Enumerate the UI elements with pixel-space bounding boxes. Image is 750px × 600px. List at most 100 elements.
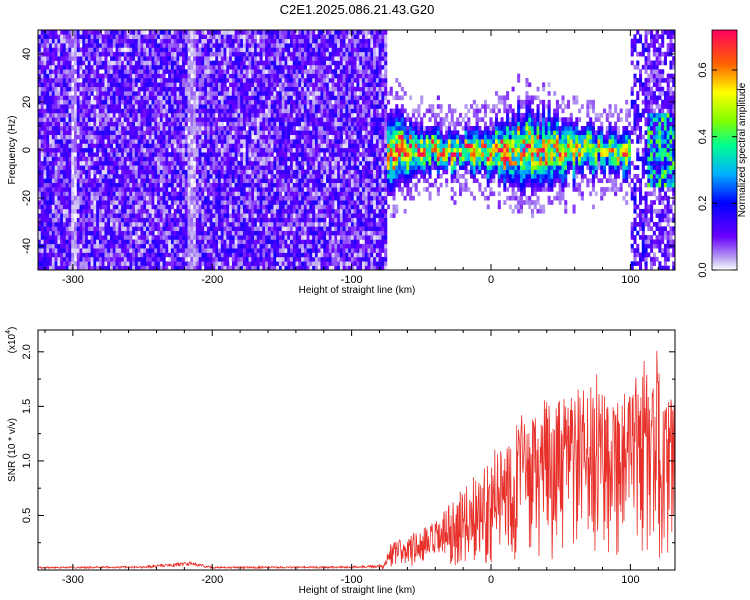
- spectrogram-cell: [182, 91, 186, 96]
- spectrogram-cell: [256, 243, 260, 249]
- spectrogram-cell: [278, 99, 283, 105]
- spectrogram-cell: [281, 126, 285, 131]
- spectrogram-cell: [176, 208, 180, 214]
- spectrogram-cell: [190, 160, 194, 166]
- spectrogram-cell: [46, 230, 50, 236]
- spectrogram-cell: [170, 117, 175, 122]
- spectrogram-cell: [267, 235, 271, 240]
- spectrogram-cell: [245, 108, 249, 114]
- spectrogram-cell: [46, 265, 50, 270]
- spectrogram-cell: [146, 265, 150, 270]
- spectrogram-cell: [134, 117, 138, 122]
- spectrogram-cell: [85, 191, 89, 197]
- spectrogram-cell: [162, 182, 166, 188]
- spectrogram-cell: [68, 226, 72, 232]
- spectrogram-cell: [251, 243, 255, 249]
- spectrogram-cell: [234, 143, 238, 149]
- spectrogram-cell: [273, 200, 277, 205]
- spectrogram-cell: [96, 82, 100, 88]
- spectrogram-cell: [204, 156, 208, 162]
- spectrogram-cell: [170, 200, 175, 205]
- spectrogram-cell: [284, 239, 288, 245]
- spectrogram-cell: [190, 108, 194, 114]
- spectrogram-cell: [129, 121, 133, 127]
- spectrogram-cell: [74, 60, 78, 66]
- spectrogram-cell: [204, 265, 208, 270]
- spectrogram-cell: [276, 256, 280, 262]
- spectrogram-cell: [101, 91, 105, 96]
- spectrogram-cell: [115, 248, 119, 253]
- spectrogram-cell: [262, 30, 266, 35]
- spectrogram-cell: [146, 47, 150, 53]
- spectrogram-cell: [76, 235, 80, 240]
- spectrogram-cell: [101, 64, 105, 70]
- spectrogram-cell: [259, 117, 263, 122]
- spectrogram-cell: [49, 182, 53, 188]
- spectrogram-cell: [148, 51, 152, 57]
- spectrogram-cell: [40, 47, 44, 53]
- spectrogram-cell: [71, 200, 75, 205]
- spectrogram-cell: [262, 47, 266, 53]
- spectrogram-cell: [43, 226, 47, 232]
- spectrogram-cell: [96, 226, 100, 232]
- spectrogram-cell: [265, 226, 269, 232]
- spectrogram-cell: [123, 126, 127, 131]
- spectrogram-cell: [98, 226, 102, 232]
- spectrogram-cell: [218, 147, 222, 153]
- spectrogram-cell: [231, 117, 235, 122]
- spectrogram-cell: [170, 252, 175, 258]
- spectrogram-cell: [273, 117, 277, 122]
- spectrogram-cell: [278, 147, 283, 153]
- spectrogram-cell: [184, 169, 188, 175]
- spectrogram-cell: [140, 230, 144, 236]
- spectrogram-cell: [98, 147, 102, 153]
- spectrogram-cell: [74, 108, 78, 114]
- spectrogram-cell: [184, 147, 188, 153]
- spectrogram-cell: [159, 195, 163, 201]
- spectrogram-cell: [209, 252, 213, 258]
- spectrogram-cell: [79, 248, 83, 253]
- spectrogram-cell: [193, 130, 197, 136]
- spectrogram-cell: [157, 195, 161, 201]
- spectrogram-cell: [76, 217, 80, 223]
- spectrogram-cell: [168, 187, 172, 192]
- spectrogram-cell: [49, 99, 53, 105]
- spectrogram-cell: [201, 99, 205, 105]
- spectrogram-cell: [215, 187, 219, 192]
- spectrogram-cell: [182, 117, 186, 122]
- spectrogram-cell: [281, 217, 285, 223]
- spectrogram-cell: [276, 200, 280, 205]
- spectrogram-cell: [54, 165, 58, 170]
- spectrogram-cell: [137, 191, 141, 197]
- spectrogram-cell: [85, 222, 89, 227]
- spectrogram-cell: [165, 91, 169, 96]
- spectrogram-cell: [204, 208, 208, 214]
- spectrogram-cell: [101, 235, 105, 240]
- spectrogram-cell: [284, 222, 288, 227]
- spectrogram-cell: [276, 174, 280, 179]
- spectrogram-cell: [212, 239, 216, 245]
- spectrogram-cell: [281, 91, 285, 96]
- spectrogram-cell: [76, 226, 80, 232]
- spectrogram-cell: [132, 139, 136, 144]
- spectrogram-cell: [206, 60, 211, 66]
- spectrogram-cell: [226, 126, 230, 131]
- spectrogram-cell: [267, 30, 271, 35]
- spectrogram-cell: [143, 252, 147, 258]
- spectrogram-cell: [176, 64, 180, 70]
- spectrogram-cell: [140, 182, 144, 188]
- spectrogram-cell: [287, 156, 291, 162]
- spectrogram-cell: [157, 160, 161, 166]
- spectrogram-cell: [195, 235, 199, 240]
- spectrogram-cell: [259, 160, 263, 166]
- spectrogram-cell: [107, 126, 111, 131]
- spectrogram-cell: [76, 95, 80, 101]
- spectrogram-cell: [118, 130, 122, 136]
- spectrogram-cell: [179, 156, 183, 162]
- spectrogram-cell: [38, 208, 42, 214]
- spectrogram-cell: [182, 222, 186, 227]
- spectrogram-cell: [259, 82, 263, 88]
- spectrogram-cell: [51, 235, 55, 240]
- spectrogram-cell: [143, 139, 147, 144]
